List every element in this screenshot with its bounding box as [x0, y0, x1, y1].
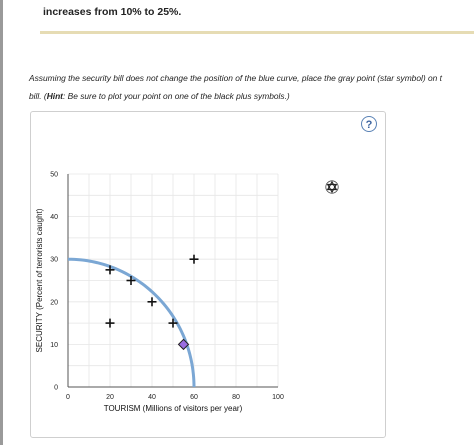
section-divider	[40, 31, 474, 34]
hint-text: : Be sure to plot your point on one of t…	[62, 91, 290, 101]
instruction-line-1: Assuming the security bill does not chan…	[29, 73, 442, 83]
help-button[interactable]: ?	[361, 116, 377, 132]
graph-panel	[30, 111, 386, 438]
instruction-line-2: bill. (Hint: Be sure to plot your point …	[29, 91, 290, 101]
left-border-rule	[0, 0, 3, 445]
hint-label: Hint	[46, 91, 63, 101]
previous-question-text: increases from 10% to 25%.	[43, 6, 182, 18]
star-of-david-icon[interactable]	[324, 179, 340, 195]
instruction-text: bill. (	[29, 91, 47, 101]
